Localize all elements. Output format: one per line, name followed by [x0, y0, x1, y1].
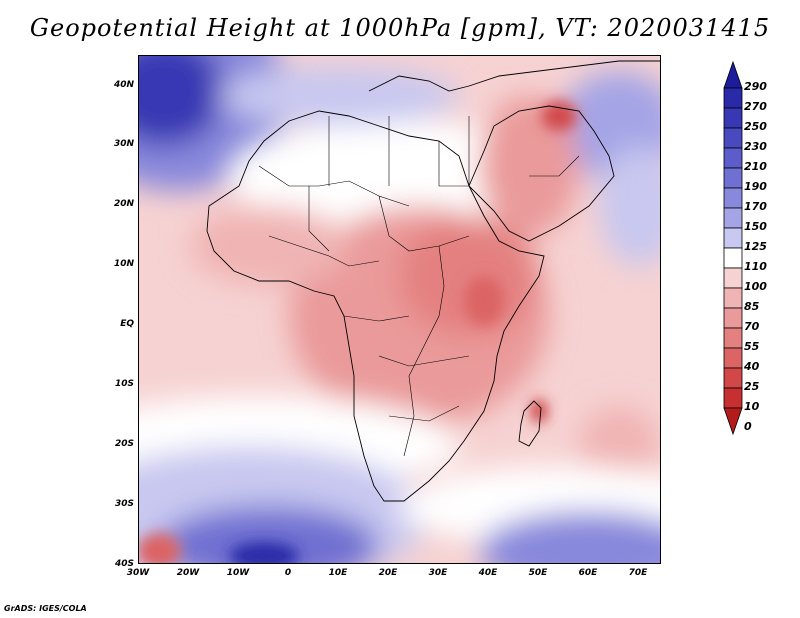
colorbar-label: 290 [744, 80, 767, 93]
colorbar-label: 110 [744, 260, 767, 273]
colorbar-cell [723, 227, 743, 249]
colorbar-cell [723, 247, 743, 269]
lon-label-10w: 10W [226, 568, 250, 578]
lat-label-20s: 20S [114, 439, 134, 449]
lon-label-20w: 20W [176, 568, 200, 578]
colorbar-cell [723, 187, 743, 209]
geopotential-field [139, 56, 660, 563]
colorbar-cell [723, 407, 743, 436]
lon-label-70e: 70E [628, 568, 648, 578]
colorbar-label: 270 [744, 100, 767, 113]
colorbar-cell [723, 367, 743, 389]
lon-label-30e: 30E [428, 568, 448, 578]
lat-label-40s: 40S [114, 559, 134, 569]
colorbar-label: 25 [744, 380, 760, 393]
lon-label-30w: 30W [126, 568, 150, 578]
lat-label-10s: 10S [114, 379, 134, 389]
colorbar-cell [723, 267, 743, 289]
colorbar-label: 190 [744, 180, 767, 193]
colorbar-label: 210 [744, 160, 767, 173]
lon-label-0: 0 [284, 568, 292, 578]
colorbar-cell [723, 347, 743, 369]
colorbar-cell [723, 327, 743, 349]
lat-label-40n: 40N [113, 80, 134, 90]
colorbar-label: 250 [744, 120, 767, 133]
lon-label-10e: 10E [328, 568, 348, 578]
colorbar-label: 100 [744, 280, 767, 293]
colorbar-cell [723, 60, 743, 89]
colorbar [723, 60, 743, 436]
lon-label-20e: 20E [378, 568, 398, 578]
lat-label-30n: 30N [113, 139, 134, 149]
colorbar-label: 70 [744, 320, 760, 333]
lat-label-20n: 20N [113, 199, 134, 209]
colorbar-cell [723, 287, 743, 309]
colorbar-label: 55 [744, 340, 760, 353]
lon-label-60e: 60E [578, 568, 598, 578]
map-plot-area [138, 55, 661, 564]
country-borders [258, 116, 580, 457]
colorbar-cell [723, 87, 743, 109]
colorbar-cell [723, 207, 743, 229]
colorbar-label: 10 [744, 400, 760, 413]
colorbar-cell [723, 147, 743, 169]
colorbar-cell [723, 167, 743, 189]
colorbar-label: 125 [744, 240, 767, 253]
colorbar-cell [723, 127, 743, 149]
colorbar-label: 85 [744, 300, 760, 313]
lat-label-eq: EQ [120, 319, 134, 329]
coastlines [206, 60, 660, 502]
lon-label-50e: 50E [528, 568, 548, 578]
colorbar-label: 0 [744, 420, 752, 433]
colorbar-cell [723, 107, 743, 129]
lon-label-40e: 40E [478, 568, 498, 578]
colorbar-label: 150 [744, 220, 767, 233]
grads-credit: GrADS: IGES/COLA [4, 604, 87, 613]
colorbar-cell [723, 387, 743, 409]
colorbar-cell [723, 307, 743, 329]
colorbar-label: 230 [744, 140, 767, 153]
lat-label-10n: 10N [113, 259, 134, 269]
colorbar-label: 40 [744, 360, 760, 373]
map-title: Geopotential Height at 1000hPa [gpm], VT… [29, 14, 771, 42]
lat-label-30s: 30S [114, 499, 134, 509]
colorbar-label: 170 [744, 200, 767, 213]
